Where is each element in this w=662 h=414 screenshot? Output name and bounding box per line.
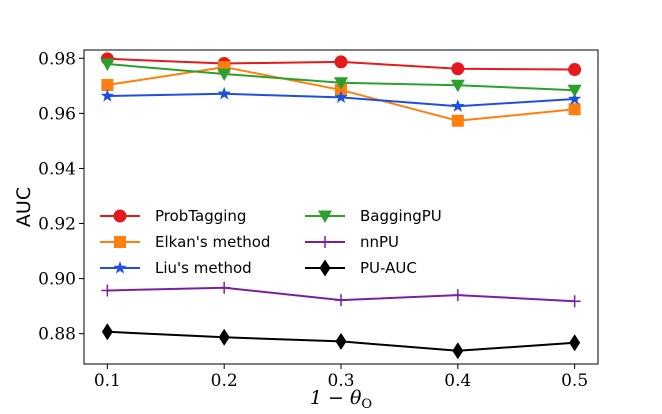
data-point-marker — [568, 63, 582, 77]
legend-label: Liu's method — [155, 259, 252, 277]
legend-label: BaggingPU — [360, 207, 442, 225]
series-layer — [100, 52, 582, 360]
y-tick-label: 0.92 — [38, 215, 76, 235]
legend-label: PU-AUC — [360, 259, 417, 277]
legend-marker — [114, 236, 126, 248]
legend-item: nnPU — [305, 233, 399, 251]
y-tick-label: 0.94 — [38, 159, 76, 179]
data-point-marker — [451, 289, 464, 302]
x-tick-label: 0.2 — [211, 371, 238, 391]
data-point-marker — [334, 90, 348, 104]
data-point-marker — [568, 295, 581, 308]
data-point-marker — [101, 78, 114, 91]
legend-item: PU-AUC — [305, 259, 417, 277]
legend-marker — [319, 236, 331, 248]
data-point-marker — [101, 284, 114, 297]
data-point-marker — [452, 342, 464, 360]
y-tick-label: 0.88 — [38, 325, 76, 345]
series-liu-s-method — [100, 86, 582, 112]
x-axis-ticks: 0.1 0.2 0.3 0.4 0.5 — [94, 364, 588, 391]
legend-marker — [113, 261, 127, 274]
y-axis-ticks: 0.88 0.90 0.92 0.94 0.96 0.98 — [38, 49, 84, 345]
data-point-marker — [334, 77, 348, 90]
y-axis-label: AUC — [13, 187, 35, 227]
series-baggingpu — [100, 58, 582, 98]
x-axis-label: 1 − θO — [310, 387, 372, 412]
legend-marker — [113, 209, 127, 223]
data-point-marker — [217, 68, 232, 81]
x-tick-label: 0.5 — [561, 371, 588, 391]
y-tick-label: 0.98 — [38, 49, 76, 69]
data-point-marker — [450, 79, 465, 93]
data-point-marker — [567, 84, 582, 98]
data-point-marker — [567, 92, 582, 105]
x-axis-label-main: 1 − θ — [310, 387, 362, 409]
y-tick-label: 0.90 — [38, 270, 76, 290]
legend-item: ProbTagging — [100, 207, 246, 225]
data-point-marker — [335, 332, 347, 350]
data-point-marker — [101, 323, 113, 341]
legend-label: Elkan's method — [155, 233, 270, 251]
data-point-marker — [100, 89, 115, 102]
legend: ProbTagging Elkan's method Liu's method Bag… — [100, 207, 442, 277]
legend-label: nnPU — [360, 233, 399, 251]
data-point-marker — [334, 55, 348, 69]
data-point-marker — [100, 58, 115, 72]
data-point-marker — [569, 334, 581, 352]
data-point-marker — [451, 114, 464, 127]
data-point-marker — [335, 83, 347, 96]
data-point-marker — [451, 99, 465, 112]
data-point-marker — [218, 281, 231, 294]
series-probtagging — [100, 52, 582, 77]
data-point-marker — [335, 294, 347, 307]
x-tick-label: 0.3 — [327, 371, 354, 391]
series-pu-auc — [101, 323, 581, 360]
data-point-marker — [568, 103, 581, 116]
legend-item: BaggingPU — [305, 207, 442, 225]
x-tick-label: 0.1 — [94, 371, 121, 391]
legend-item: Elkan's method — [100, 233, 270, 251]
legend-label: ProbTagging — [155, 207, 246, 225]
data-point-marker — [217, 86, 231, 100]
legend-marker — [319, 259, 331, 277]
data-point-marker — [218, 328, 230, 346]
y-tick-label: 0.96 — [38, 104, 76, 124]
data-point-marker — [451, 62, 465, 76]
x-axis-label-subscript: O — [361, 397, 372, 412]
legend-marker — [318, 210, 332, 223]
series-nnpu — [101, 281, 581, 308]
legend-item: Liu's method — [100, 259, 252, 277]
x-tick-label: 0.4 — [444, 371, 471, 391]
